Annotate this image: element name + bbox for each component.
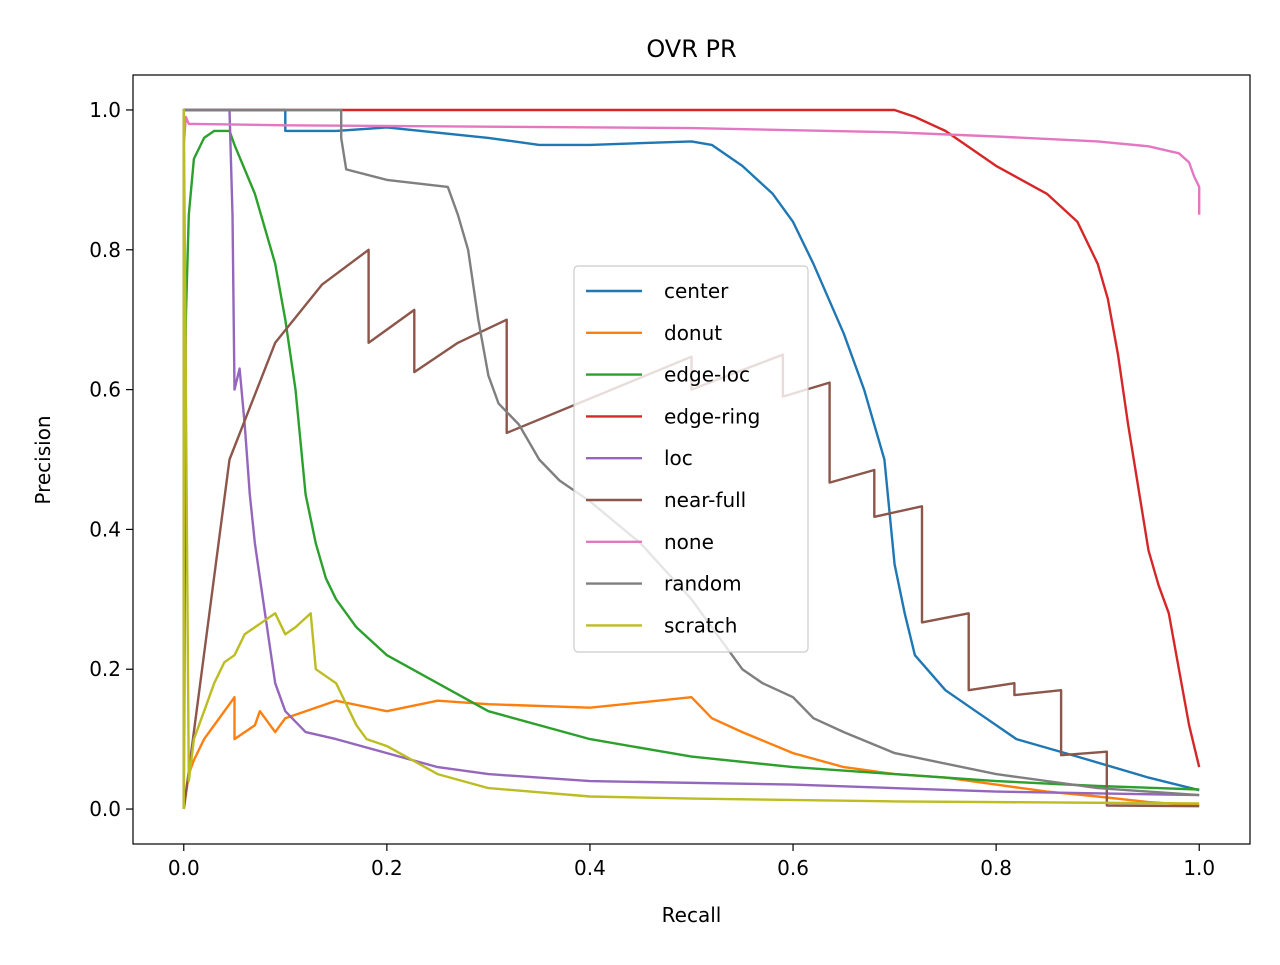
legend: center donut edge-loc edge-ring loc near-full… (573, 265, 809, 653)
chart-title: OVR PR (646, 35, 736, 63)
series-line-edge-loc (182, 129, 1200, 810)
y-tick-label: 0.4 (89, 517, 121, 541)
series-line-loc (182, 108, 1200, 809)
legend-label-none: none (664, 530, 714, 554)
y-axis-label: Precision (31, 415, 55, 504)
legend-label-edge-loc: edge-loc (664, 363, 750, 387)
x-tick-label: 0.2 (371, 856, 403, 880)
plot-frame (132, 74, 1251, 845)
x-tick-label: 0.0 (168, 856, 200, 880)
y-tick-label: 0.8 (89, 238, 121, 262)
legend-label-scratch: scratch (664, 613, 737, 637)
y-tick-label: 0.6 (89, 378, 121, 402)
x-axis-label: Recall (662, 903, 722, 927)
series-line-random (182, 108, 1200, 809)
y-tick-label: 0.0 (89, 797, 121, 821)
x-tick-label: 1.0 (1183, 856, 1215, 880)
series-line-none (182, 115, 1201, 215)
legend-label-near-full: near-full (664, 488, 746, 512)
x-tick-label: 0.6 (777, 856, 809, 880)
x-tick-label: 0.4 (574, 856, 606, 880)
legend-label-edge-ring: edge-ring (664, 404, 760, 428)
legend-label-center: center (664, 279, 729, 303)
ticks-layer: 0.0 0.2 0.4 0.6 0.8 1.0 0.0 0.2 0.4 0.6 0.8 1.0 (89, 98, 1215, 880)
y-tick-label: 1.0 (89, 98, 121, 122)
series-line-edge-ring (182, 108, 1201, 809)
legend-box (573, 265, 809, 653)
y-tick-label: 0.2 (89, 657, 121, 681)
legend-label-loc: loc (664, 446, 693, 470)
series-line-center (182, 108, 1200, 809)
legend-label-random: random (664, 572, 742, 596)
legend-label-donut: donut (664, 321, 722, 345)
x-tick-label: 0.8 (980, 856, 1012, 880)
series-line-scratch (182, 108, 1200, 809)
